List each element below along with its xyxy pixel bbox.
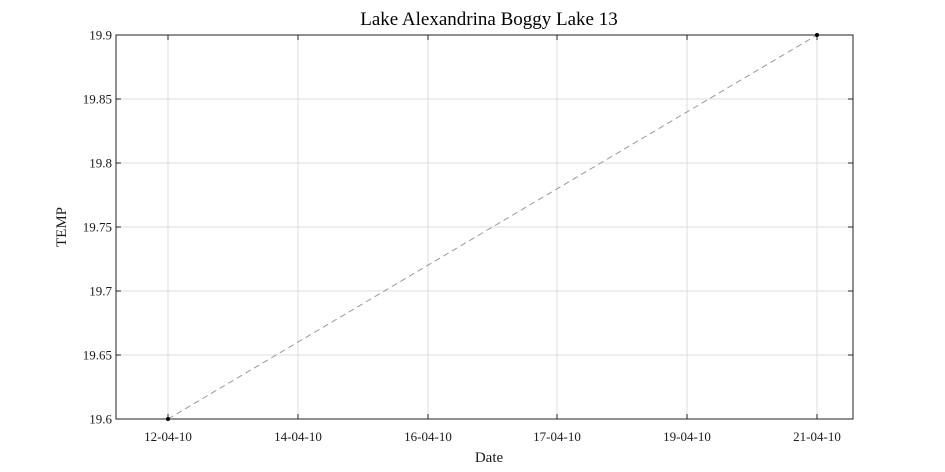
x-axis-label: Date: [475, 450, 504, 466]
series-layer: [166, 33, 819, 421]
x-tick-label: 16-04-10: [404, 429, 452, 444]
x-axis-tick-labels: 12-04-10 14-04-10 16-04-10 17-04-10 19-04-10…: [144, 429, 841, 444]
y-tick-label: 19.8: [89, 156, 112, 171]
x-tick-label: 17-04-10: [533, 429, 581, 444]
chart-title: Lake Alexandrina Boggy Lake 13: [360, 9, 617, 30]
data-point: [815, 33, 819, 37]
series-line: [167, 34, 818, 420]
x-tick-label: 14-04-10: [274, 429, 322, 444]
y-tick-label: 19.7: [89, 284, 112, 299]
y-tick-label: 19.75: [83, 220, 112, 235]
data-point: [166, 417, 170, 421]
x-tick-label: 12-04-10: [144, 429, 192, 444]
y-axis-tick-labels: 19.6 19.65 19.7 19.75 19.8 19.85 19.9: [83, 28, 113, 427]
y-tick-label: 19.6: [89, 412, 112, 427]
y-tick-label: 19.9: [89, 28, 112, 43]
y-tick-label: 19.65: [83, 348, 112, 363]
plot-area-border: [115, 34, 854, 420]
y-tick-label: 19.85: [83, 92, 112, 107]
y-axis-label: TEMP: [54, 207, 70, 247]
x-tick-label: 19-04-10: [663, 429, 711, 444]
x-tick-label: 21-04-10: [793, 429, 841, 444]
